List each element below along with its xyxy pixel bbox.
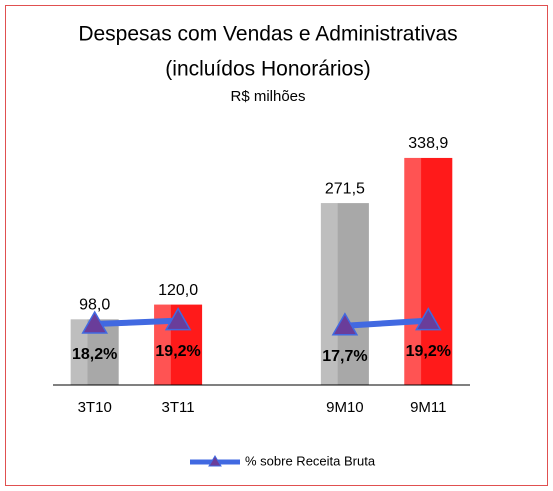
bar-highlight <box>320 203 338 385</box>
data-label: 338,9 <box>408 135 448 152</box>
bar <box>320 203 369 385</box>
legend-marker <box>208 455 222 467</box>
data-label: 19,2% <box>155 343 200 360</box>
series-line <box>94 317 179 328</box>
data-label: 19,2% <box>406 343 451 360</box>
x-tick-label: 3T10 <box>78 399 112 416</box>
data-label: 98,0 <box>79 297 110 314</box>
chart-title: (incluídos Honorários) <box>165 58 370 81</box>
x-tick-label: 9M11 <box>410 399 446 416</box>
x-tick-label: 3T11 <box>162 399 195 416</box>
bar-highlight <box>154 304 171 385</box>
data-label: 271,5 <box>325 180 365 197</box>
chart-title: Despesas com Vendas e Administrativas <box>78 23 457 46</box>
x-tick-label: 9M10 <box>326 399 364 416</box>
bar-highlight <box>70 319 88 385</box>
data-label: 120,0 <box>158 282 198 299</box>
legend-label: % sobre Receita Bruta <box>245 453 376 468</box>
data-label: 18,2% <box>72 346 117 363</box>
chart-subtitle: R$ milhões <box>230 88 305 105</box>
data-label: 17,7% <box>322 348 367 365</box>
marker <box>81 310 108 334</box>
bar <box>404 157 453 385</box>
marker <box>415 307 442 331</box>
series-line <box>344 317 429 329</box>
marker <box>331 312 359 336</box>
marker <box>164 307 192 331</box>
chart-frame <box>5 5 548 486</box>
